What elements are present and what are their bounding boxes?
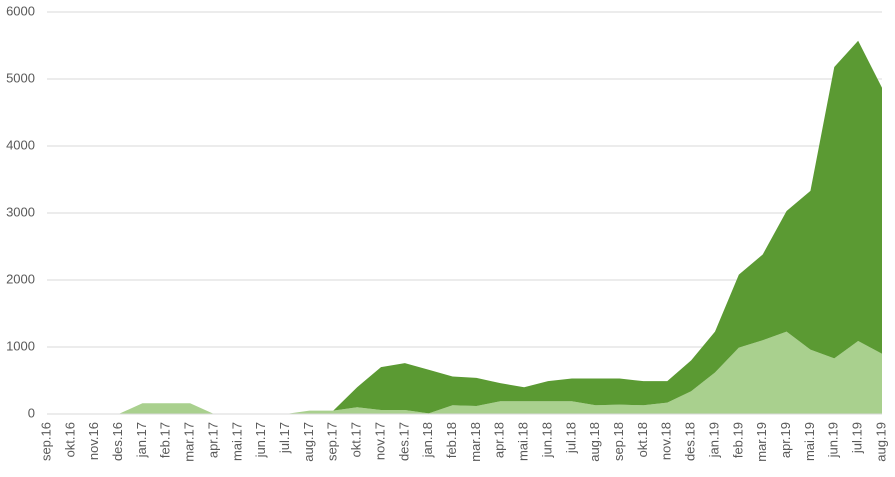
x-tick-label: jul.19	[850, 422, 865, 454]
x-tick-label: des.16	[110, 422, 125, 461]
x-tick-label: des.18	[683, 422, 698, 461]
x-tick-label: mai.19	[802, 422, 817, 461]
y-tick-label: 1000	[6, 338, 35, 353]
x-tick-label: okt.18	[635, 422, 650, 457]
x-tick-label: okt.16	[62, 422, 77, 457]
x-tick-label: nov.16	[86, 422, 101, 460]
x-tick-label: sep.17	[325, 422, 340, 461]
x-tick-label: nov.18	[659, 422, 674, 460]
x-tick-label: aug.17	[301, 422, 316, 462]
x-tick-label: jan.17	[134, 422, 149, 458]
x-tick-label: jul.18	[563, 422, 578, 454]
y-tick-label: 3000	[6, 204, 35, 219]
y-tick-label: 0	[28, 405, 35, 420]
x-tick-label: aug.18	[587, 422, 602, 462]
y-tick-label: 5000	[6, 70, 35, 85]
x-tick-label: mar.19	[754, 422, 769, 462]
area	[47, 331, 882, 414]
x-tick-label: des.17	[396, 422, 411, 461]
y-tick-label: 4000	[6, 137, 35, 152]
y-tick-label: 6000	[6, 3, 35, 18]
x-tick-label: jun.18	[539, 422, 554, 458]
x-tick-label: sep.18	[611, 422, 626, 461]
x-tick-label: mar.17	[182, 422, 197, 462]
x-tick-label: jan.18	[420, 422, 435, 458]
x-tick-label: sep.16	[38, 422, 53, 461]
x-tick-label: apr.19	[778, 422, 793, 458]
x-tick-label: jun.19	[826, 422, 841, 458]
x-tick-label: jan.19	[706, 422, 721, 458]
x-tick-label: aug.19	[873, 422, 888, 462]
x-tick-label: okt.17	[349, 422, 364, 457]
x-tick-label: feb.18	[444, 422, 459, 458]
x-tick-label: feb.19	[730, 422, 745, 458]
y-tick-label: 2000	[6, 271, 35, 286]
x-tick-label: mar.18	[468, 422, 483, 462]
x-tick-label: jul.17	[277, 422, 292, 454]
x-tick-label: mai.18	[516, 422, 531, 461]
x-tick-label: nov.17	[372, 422, 387, 460]
x-tick-label: apr.18	[492, 422, 507, 458]
x-tick-label: mai.17	[229, 422, 244, 461]
x-tick-label: feb.17	[158, 422, 173, 458]
x-tick-label: jun.17	[253, 422, 268, 458]
x-tick-label: apr.17	[205, 422, 220, 458]
